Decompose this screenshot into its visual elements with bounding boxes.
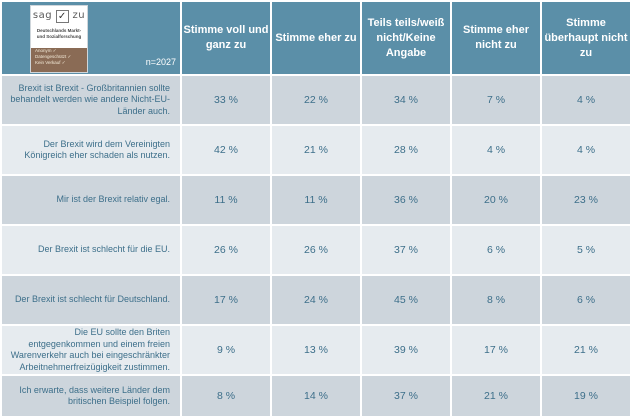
percentage-cell: 6 %: [450, 224, 542, 276]
statement-line: Der Brexit ist schlecht für Deutschland.: [14, 294, 170, 305]
statement-line: Brexit ist Brexit - Großbritannien sollt…: [18, 82, 170, 93]
percentage-cell: 37 %: [360, 374, 452, 418]
percentage-cell: 14 %: [270, 374, 362, 418]
percentage-cell: 4 %: [540, 124, 630, 176]
percentage-cell: 28 %: [360, 124, 452, 176]
column-header: Teils teils/weiß nicht/Keine Angabe: [360, 0, 452, 76]
statement-cell: Der Brexit ist schlecht für die EU.: [0, 224, 182, 276]
statement-line: Länder auch.: [117, 105, 170, 116]
percentage-cell: 5 %: [540, 224, 630, 276]
percentage-cell: 7 %: [450, 74, 542, 126]
percentage-cell: 26 %: [180, 224, 272, 276]
table-row: Brexit ist Brexit - Großbritannien sollt…: [0, 74, 630, 126]
statement-line: Ich erwarte, dass weitere Länder dem: [19, 384, 170, 395]
percentage-cell: 17 %: [180, 274, 272, 326]
percentage-cell: 33 %: [180, 74, 272, 126]
percentage-cell: 11 %: [270, 174, 362, 226]
statement-cell: Der Brexit ist schlecht für Deutschland.: [0, 274, 182, 326]
column-header: Stimme überhaupt nicht zu: [540, 0, 630, 76]
sag-es-dazu-logo: sag ✓ zu Deutschlands Markt-und Sozialfo…: [30, 5, 88, 73]
table-row: Die EU sollte den Briten entgegenkommen u…: [0, 324, 630, 376]
statement-cell: Mir ist der Brexit relativ egal.: [0, 174, 182, 226]
statement-line: entgegenkommen und einem freien: [28, 338, 170, 349]
percentage-cell: 37 %: [360, 224, 452, 276]
column-header: Stimme voll und ganz zu: [180, 0, 272, 76]
table-row: Der Brexit ist schlecht für die EU. 26 % 2…: [0, 224, 630, 276]
statement-line: Warenverkehr auch bei eingeschränkter: [10, 350, 170, 360]
percentage-cell: 23 %: [540, 174, 630, 226]
percentage-cell: 21 %: [540, 324, 630, 376]
percentage-cell: 13 %: [270, 324, 362, 376]
percentage-cell: 24 %: [270, 274, 362, 326]
logo-cell: sag ✓ zu Deutschlands Markt-und Sozialfo…: [0, 0, 182, 76]
statement-line: Königreich eher schaden als nutzen.: [24, 150, 170, 160]
logo-subtitle: Deutschlands Markt-und Sozialforschung: [36, 28, 82, 39]
percentage-cell: 4 %: [540, 74, 630, 126]
header-row: sag ✓ zu Deutschlands Markt-und Sozialfo…: [0, 0, 630, 76]
statement-cell: Ich erwarte, dass weitere Länder dem brit…: [0, 374, 182, 418]
statement-line: Mir ist der Brexit relativ egal.: [56, 194, 170, 205]
percentage-cell: 19 %: [540, 374, 630, 418]
sample-size-label: n=2027: [145, 57, 176, 67]
table-row: Der Brexit ist schlecht für Deutschland.…: [0, 274, 630, 326]
logo-check-icon: ✓: [55, 10, 69, 23]
logo-wordmark: sag ✓ zu: [32, 10, 86, 23]
percentage-cell: 9 %: [180, 324, 272, 376]
column-header: Stimme eher zu: [270, 0, 362, 76]
percentage-cell: 34 %: [360, 74, 452, 126]
percentage-cell: 8 %: [180, 374, 272, 418]
percentage-cell: 21 %: [450, 374, 542, 418]
statement-line: Die EU sollte den Briten: [74, 327, 170, 337]
percentage-cell: 20 %: [450, 174, 542, 226]
percentage-cell: 45 %: [360, 274, 452, 326]
statement-line: britischen Beispiel folgen.: [67, 396, 170, 406]
statement-cell: Brexit ist Brexit - Großbritannien sollt…: [0, 74, 182, 126]
percentage-cell: 8 %: [450, 274, 542, 326]
table-row: Mir ist der Brexit relativ egal. 11 % 11 %…: [0, 174, 630, 226]
statement-cell: Der Brexit wird dem Vereinigten Königreic…: [0, 124, 182, 176]
percentage-cell: 39 %: [360, 324, 452, 376]
percentage-cell: 4 %: [450, 124, 542, 176]
statement-line: Arbeitnehmerfreizügigkeit zustimmen.: [19, 361, 170, 372]
statement-cell: Die EU sollte den Briten entgegenkommen u…: [0, 324, 182, 376]
percentage-cell: 6 %: [540, 274, 630, 326]
table-row: Ich erwarte, dass weitere Länder dem brit…: [0, 374, 630, 418]
statement-line: Der Brexit wird dem Vereinigten: [43, 138, 170, 149]
percentage-cell: 17 %: [450, 324, 542, 376]
percentage-cell: 36 %: [360, 174, 452, 226]
column-header: Stimme eher nicht zu: [450, 0, 542, 76]
percentage-cell: 42 %: [180, 124, 272, 176]
statement-line: Der Brexit ist schlecht für die EU.: [37, 244, 170, 255]
logo-footer: Anonym ✓ Datengeschützt ✓ Kein Verkauf ✓: [31, 48, 87, 72]
percentage-cell: 22 %: [270, 74, 362, 126]
table-row: Der Brexit wird dem Vereinigten Königreic…: [0, 124, 630, 176]
percentage-cell: 26 %: [270, 224, 362, 276]
percentage-cell: 11 %: [180, 174, 272, 226]
percentage-cell: 21 %: [270, 124, 362, 176]
statement-line: behandelt werden wie andere Nicht-EU-: [10, 94, 170, 105]
